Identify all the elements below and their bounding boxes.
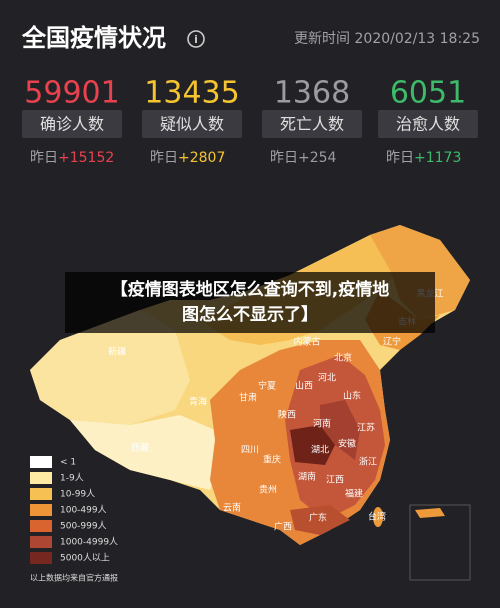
province-label: 山东	[343, 390, 361, 402]
stat-yesterday: 昨日+2807	[150, 150, 225, 166]
province-label: 青海	[189, 396, 207, 408]
stat-label: 疑似人数	[160, 115, 224, 134]
legend-label: 500-999人	[60, 521, 107, 532]
stat-label: 治愈人数	[396, 115, 460, 134]
title: 全国疫情状况	[21, 24, 166, 52]
stat-label-box	[262, 110, 362, 138]
province-label: 广东	[309, 512, 327, 524]
legend-label: < 1	[60, 458, 76, 468]
legend-swatch	[30, 520, 52, 532]
legend-note: 以上数据均来自官方通报	[30, 573, 118, 583]
province-label: 辽宁	[383, 336, 401, 348]
legend-label: 10-99人	[60, 489, 95, 500]
region	[70, 415, 220, 490]
province-label: 西藏	[131, 442, 149, 454]
province-label: 广西	[274, 521, 292, 533]
banner-text: 图怎么不显示了】	[182, 304, 318, 325]
region	[290, 505, 350, 535]
province-label: 四川	[241, 446, 259, 456]
stat-value: 6051	[390, 76, 466, 111]
stat-label: 死亡人数	[280, 115, 344, 134]
legend-swatch	[30, 504, 52, 516]
province-label: 山西	[295, 381, 313, 392]
province-label: 新疆	[108, 346, 126, 358]
province-label: 湖南	[298, 471, 316, 483]
stat-value: 13435	[144, 76, 239, 111]
stat-value: 59901	[24, 76, 119, 111]
yesterday-delta: +15152	[58, 150, 114, 166]
legend-swatch	[30, 472, 52, 484]
stat-label-box	[22, 110, 122, 138]
update-time: 更新时间 2020/02/13 18:25	[294, 31, 480, 47]
yesterday-delta: +2807	[178, 150, 225, 166]
province-label: 河南	[313, 418, 331, 430]
province-label: 北京	[334, 352, 352, 364]
yesterday-delta: +254	[298, 150, 337, 166]
province-label: 贵州	[259, 484, 277, 496]
province-label: 内蒙古	[293, 336, 320, 348]
stat-yesterday: 昨日+15152	[30, 150, 114, 166]
yesterday-label: 昨日	[386, 150, 414, 166]
province-label: 甘肃	[239, 392, 257, 404]
province-label: 福建	[345, 488, 363, 500]
region	[290, 425, 335, 465]
legend-label: 1-9人	[60, 473, 84, 484]
banner	[65, 272, 435, 333]
region	[30, 310, 190, 450]
legend-swatch	[30, 536, 52, 548]
yesterday-label: 昨日	[270, 150, 298, 166]
region	[373, 507, 383, 527]
yesterday-label: 昨日	[150, 150, 178, 166]
province-label: 云南	[223, 502, 241, 514]
stat-yesterday: 昨日+254	[270, 150, 337, 166]
yesterday-delta: +1173	[414, 150, 461, 166]
province-label: 重庆	[263, 454, 281, 466]
legend-swatch	[30, 456, 52, 468]
province-label: 宁夏	[258, 380, 276, 392]
region	[320, 400, 360, 460]
legend-label: 5000人以上	[60, 553, 110, 564]
yesterday-label: 昨日	[30, 150, 58, 166]
stat-label-box	[142, 110, 242, 138]
province-label: 浙江	[359, 456, 377, 468]
province-label: 安徽	[338, 438, 356, 450]
info-icon-glyph: i	[194, 33, 198, 46]
legend-label: 100-499人	[60, 505, 107, 516]
stat-yesterday: 昨日+1173	[386, 150, 461, 166]
province-label: 湖北	[311, 445, 329, 456]
legend-swatch	[30, 488, 52, 500]
province-label: 河北	[318, 372, 336, 384]
region	[415, 508, 445, 518]
info-icon[interactable]	[187, 30, 205, 48]
stat-value: 1368	[274, 76, 350, 111]
legend-swatch	[30, 552, 52, 564]
province-label: 江西	[326, 475, 344, 486]
banner-text: 【疫情图表地区怎么查询不到,疫情地	[111, 279, 389, 300]
legend-label: 1000-4999人	[60, 537, 118, 548]
province-label: 陕西	[278, 409, 296, 421]
stat-label: 确诊人数	[40, 115, 104, 134]
stat-label-box	[378, 110, 478, 138]
province-label: 江苏	[357, 422, 375, 434]
inset-frame	[409, 504, 471, 581]
province-label: 台湾	[368, 511, 386, 523]
